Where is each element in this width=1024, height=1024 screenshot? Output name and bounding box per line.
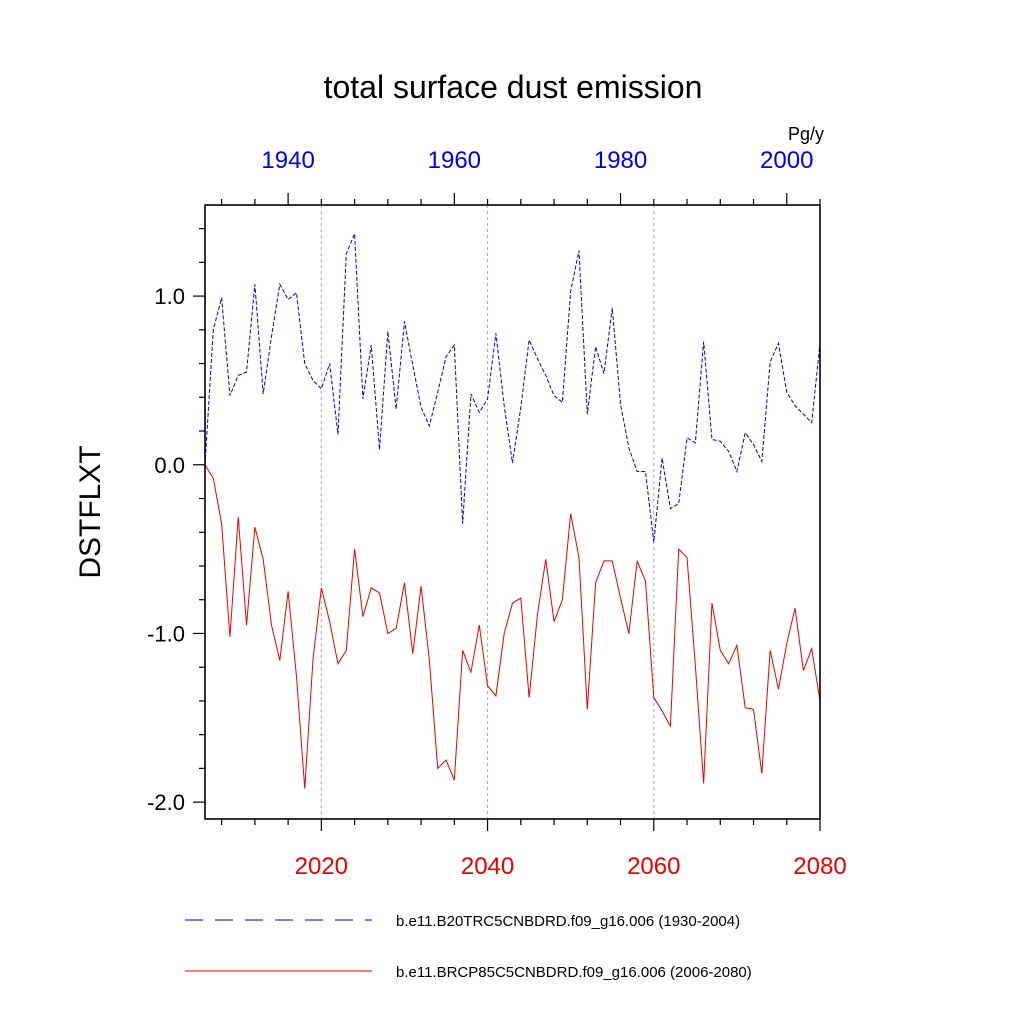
legend-label: b.e11.BRCP85C5CNBDRD.f09_g16.006 (2006-2…	[396, 964, 752, 981]
plot-frame	[204, 204, 821, 820]
gridlines	[320, 205, 655, 819]
x-bottom-tick-label: 2060	[627, 853, 680, 880]
x-bottom-tick-label: 2020	[295, 853, 348, 880]
x-top-tick-label: 2000	[760, 147, 813, 174]
y-axis-label: DSTFLXT	[74, 445, 107, 578]
x-top-tick-label: 1980	[594, 147, 647, 174]
chart-title: total surface dust emission	[324, 69, 703, 105]
legend: b.e11.B20TRC5CNBDRD.f09_g16.006 (1930-20…	[185, 913, 752, 981]
x-bottom-tick-label: 2040	[461, 853, 514, 880]
y-tick-label: -2.0	[147, 790, 185, 815]
x-bottom-tick-label: 2080	[793, 853, 846, 880]
ticks-layer: -2.0 -1.0 0.0 1.0 2020 2040 2060 2080 1940 1960 19…	[147, 147, 847, 880]
series-line-historical	[204, 233, 821, 543]
x-top-tick-label: 1960	[428, 147, 481, 174]
series-line-rcp85	[204, 464, 821, 789]
y-tick-label: -1.0	[147, 621, 185, 646]
y-tick-label: 1.0	[154, 284, 185, 309]
x-top-tick-label: 1940	[261, 147, 314, 174]
series-layer	[204, 233, 821, 789]
y-tick-label: 0.0	[154, 453, 185, 478]
legend-label: b.e11.B20TRC5CNBDRD.f09_g16.006 (1930-20…	[396, 913, 740, 930]
units-label: Pg/y	[788, 124, 824, 144]
